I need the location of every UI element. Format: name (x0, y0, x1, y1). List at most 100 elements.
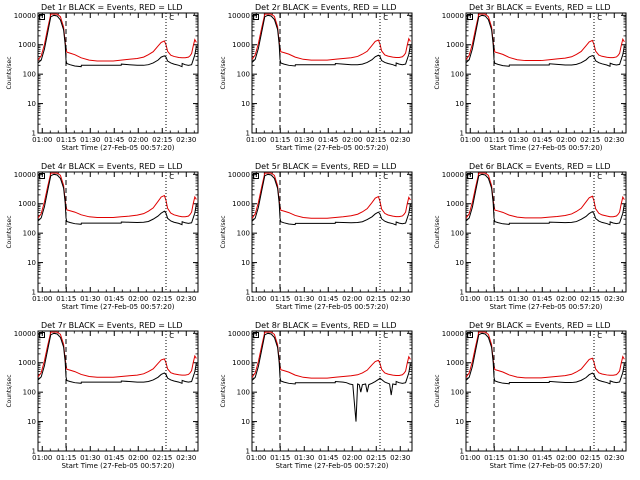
x-tick-label: 02:30 (390, 136, 410, 144)
y-tick-label: 10000 (228, 330, 250, 338)
y-axis-label: Counts/sec (6, 215, 13, 248)
x-tick-label: 01:15 (56, 136, 76, 144)
x-tick-label: 01:15 (484, 136, 504, 144)
x-tick-label: 01:15 (270, 136, 290, 144)
y-tick-label: 10 (241, 418, 250, 426)
x-tick-label: 01:45 (532, 454, 552, 462)
y-tick-label: 10 (241, 259, 250, 267)
series-line-lld (38, 13, 197, 62)
y-tick-label: 10 (455, 100, 464, 108)
y-tick-label: 1 (246, 130, 250, 138)
series-line-events (38, 14, 197, 68)
chart-panel-8: Det 8r BLACK = Events, RED = LLD 1 10 100 10… (220, 321, 413, 470)
corner-annotation: C (169, 332, 174, 340)
corner-annotation: C (597, 332, 602, 340)
y-tick-label: 10 (241, 100, 250, 108)
series-line-events (466, 173, 625, 226)
x-tick-label: 01:30 (294, 136, 314, 144)
corner-marker-box (467, 14, 473, 20)
chart-title: Det 7r BLACK = Events, RED = LLD (41, 321, 183, 330)
x-tick-label: 02:00 (128, 454, 148, 462)
plot-frame (465, 330, 627, 452)
plot-frame (37, 330, 199, 452)
x-tick-label: 02:30 (176, 454, 196, 462)
series-line-lld (466, 172, 625, 219)
y-tick-label: 10000 (442, 330, 464, 338)
x-tick-label: 02:00 (556, 136, 576, 144)
x-tick-label: 02:00 (342, 454, 362, 462)
x-tick-label: 02:30 (390, 295, 410, 303)
y-tick-label: 10000 (228, 171, 250, 179)
y-tick-label: 1000 (18, 359, 36, 367)
y-tick-label: 100 (451, 389, 464, 397)
y-tick-label: 1 (32, 130, 36, 138)
x-tick-label: 01:45 (104, 454, 124, 462)
y-tick-label: 1 (460, 448, 464, 456)
y-axis-label: Counts/sec (434, 215, 441, 248)
x-tick-label: 02:15 (366, 454, 386, 462)
chart-panel-1: Det 1r BLACK = Events, RED = LLD 1 10 100 10… (6, 3, 199, 152)
y-tick-label: 10000 (14, 330, 36, 338)
plot-frame (465, 171, 627, 293)
y-axis-label: Counts/sec (220, 374, 227, 407)
y-tick-label: 1 (460, 130, 464, 138)
series-line-events (38, 173, 197, 226)
series-line-lld (252, 13, 411, 61)
series-line-lld (38, 331, 197, 378)
x-tick-label: 01:45 (532, 136, 552, 144)
x-tick-label: 01:00 (246, 454, 266, 462)
x-tick-label: 01:00 (460, 295, 480, 303)
chart-panel-6: Det 6r BLACK = Events, RED = LLD 1 10 100 10… (434, 162, 627, 311)
x-tick-label: 01:30 (80, 295, 100, 303)
chart-title: Det 2r BLACK = Events, RED = LLD (255, 3, 397, 12)
y-tick-label: 1000 (446, 41, 464, 49)
plot-frame (251, 330, 413, 452)
x-tick-label: 01:15 (270, 454, 290, 462)
y-tick-label: 10000 (14, 171, 36, 179)
x-tick-label: 02:00 (128, 295, 148, 303)
corner-marker-box (467, 173, 473, 179)
chart-title: Det 8r BLACK = Events, RED = LLD (255, 321, 397, 330)
x-tick-label: 01:30 (294, 295, 314, 303)
x-tick-label: 02:00 (342, 136, 362, 144)
x-tick-label: 02:30 (176, 295, 196, 303)
corner-marker-box (467, 332, 473, 338)
series-line-events (38, 332, 197, 385)
corner-marker-box (39, 332, 45, 338)
series-line-events (466, 14, 625, 68)
x-tick-label: 01:00 (460, 454, 480, 462)
y-tick-label: 1000 (446, 200, 464, 208)
y-tick-label: 100 (23, 230, 36, 238)
x-tick-label: 02:30 (176, 136, 196, 144)
corner-marker-box (39, 14, 45, 20)
chart-panel-5: Det 5r BLACK = Events, RED = LLD 1 10 100 10… (220, 162, 413, 311)
x-tick-label: 01:00 (32, 454, 52, 462)
x-tick-label: 02:00 (556, 454, 576, 462)
series-line-lld (466, 13, 625, 62)
y-tick-label: 10000 (442, 12, 464, 20)
corner-annotation: C (383, 173, 388, 181)
corner-annotation: C (383, 14, 388, 22)
y-tick-label: 100 (23, 71, 36, 79)
chart-title: Det 3r BLACK = Events, RED = LLD (469, 3, 611, 12)
x-axis-label: Start Time (27-Feb-05 00:57:20) (275, 303, 388, 311)
series-line-events (252, 173, 411, 226)
x-axis-label: Start Time (27-Feb-05 00:57:20) (61, 144, 174, 152)
y-axis-label: Counts/sec (434, 56, 441, 89)
x-tick-label: 01:30 (80, 136, 100, 144)
y-axis-label: Counts/sec (434, 374, 441, 407)
x-axis-label: Start Time (27-Feb-05 00:57:20) (61, 462, 174, 470)
series-line-events (466, 332, 625, 385)
x-tick-label: 01:45 (318, 295, 338, 303)
plot-frame (37, 171, 199, 293)
y-tick-label: 10000 (14, 12, 36, 20)
x-tick-label: 01:00 (246, 136, 266, 144)
plot-frame (251, 12, 413, 134)
x-tick-label: 01:00 (246, 295, 266, 303)
x-tick-label: 01:30 (508, 136, 528, 144)
y-tick-label: 1000 (446, 359, 464, 367)
x-tick-label: 02:30 (604, 295, 624, 303)
corner-annotation: C (383, 332, 388, 340)
x-tick-label: 02:00 (128, 136, 148, 144)
